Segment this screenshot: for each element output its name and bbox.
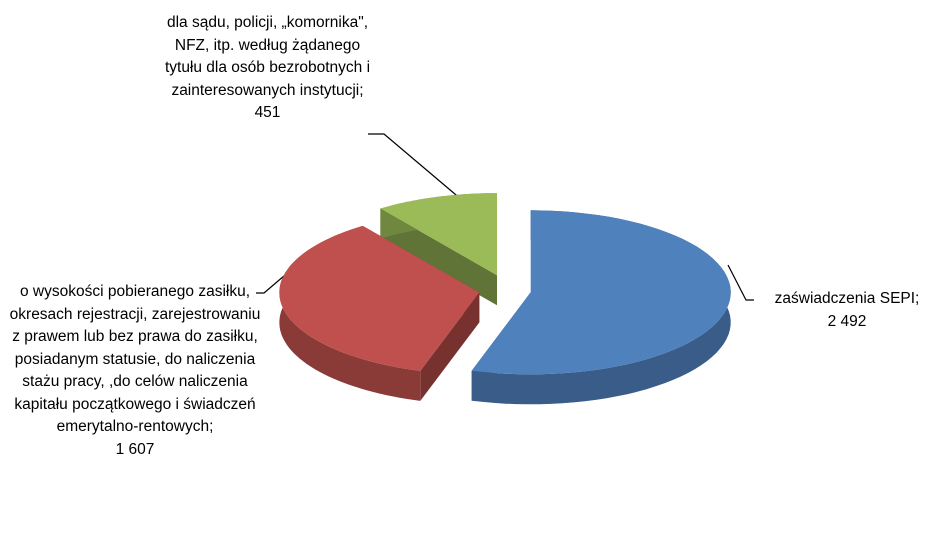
category-label: zaświadczenia SEPI; (774, 290, 920, 307)
leader-line (368, 133, 463, 201)
slice-label: zaświadczenia SEPI; 2 492 (752, 288, 942, 333)
slice-side (380, 208, 497, 306)
value-label: 2 492 (827, 312, 867, 330)
category-label: o wysokości pobieranego zasiłku, okresac… (9, 283, 261, 435)
leader-line (727, 264, 754, 301)
slice-side (420, 292, 480, 401)
value-label: 451 (254, 104, 281, 121)
slice-label: o wysokości pobieranego zasiłku, okresac… (5, 281, 265, 461)
value-label: 1 607 (115, 440, 155, 458)
slice (471, 210, 731, 375)
category-label: dla sądu, policji, „komornika", NFZ, itp… (164, 14, 371, 99)
slice (279, 225, 480, 371)
slice-label: dla sądu, policji, „komornika", NFZ, itp… (155, 12, 380, 125)
slice (380, 193, 497, 276)
